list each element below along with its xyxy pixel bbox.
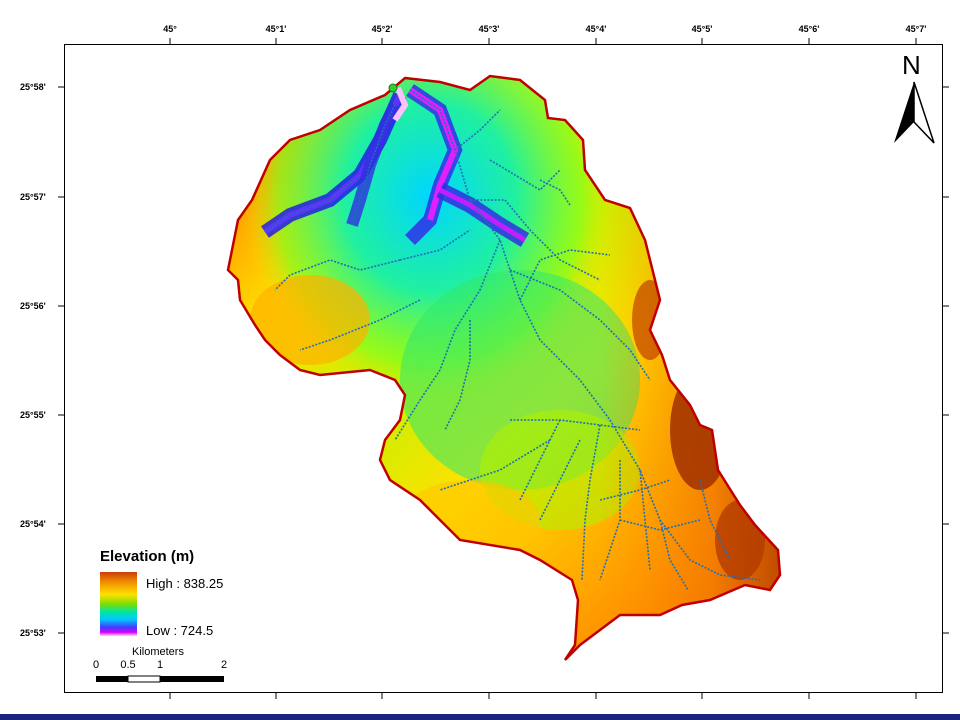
lat-tick-label: 25°55': [20, 410, 46, 420]
outlet-point: [388, 83, 398, 93]
lat-tick-label: 25°56': [20, 301, 46, 311]
legend-low-label: Low : 724.5: [146, 623, 214, 638]
stream-network: [264, 89, 761, 591]
scale-unit-label: Kilometers: [132, 646, 184, 658]
north-arrow-icon: [894, 81, 935, 144]
lat-tick-label: 25°57': [20, 192, 46, 202]
legend-title: Elevation (m): [100, 548, 195, 565]
scale-tick-label: 2: [220, 659, 228, 671]
scale-tick-label: 0.5: [120, 659, 136, 671]
bottom-bar: [0, 714, 960, 720]
scale-tick-label: 1: [156, 659, 164, 671]
elevation-raster: [228, 76, 780, 660]
lat-tick-label: 25°54': [20, 519, 46, 529]
lat-tick-label: 25°53': [20, 628, 46, 638]
legend-color-ramp: [100, 572, 137, 636]
lon-tick-label: 45°: [163, 24, 177, 34]
north-label: N: [902, 50, 921, 80]
legend-high-label: High : 838.25: [146, 576, 224, 591]
lon-tick-label: 45°3': [478, 24, 500, 34]
lon-tick-label: 45°4': [585, 24, 607, 34]
lon-tick-label: 45°6': [798, 24, 820, 34]
lon-tick-label: 45°7': [905, 24, 927, 34]
lon-tick-label: 45°1': [265, 24, 287, 34]
basin-boundary: [226, 74, 782, 661]
lat-tick-label: 25°58': [20, 82, 46, 92]
frame-ticks: [58, 38, 949, 699]
scale-tick-label: 0: [92, 659, 100, 671]
lon-tick-label: 45°2': [371, 24, 393, 34]
lon-tick-label: 45°5': [691, 24, 713, 34]
scale-bar: [96, 675, 224, 683]
